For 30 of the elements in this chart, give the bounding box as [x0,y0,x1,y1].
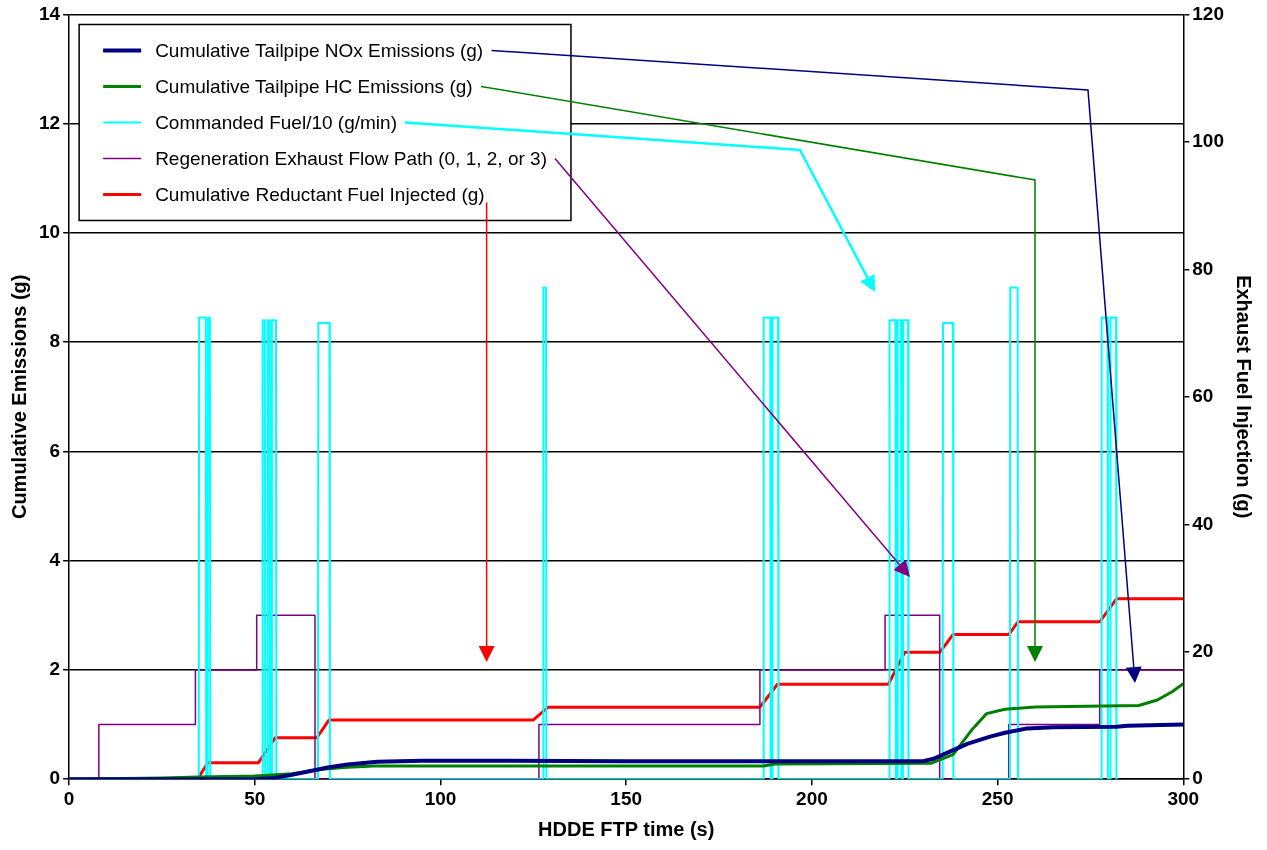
legend-label: Cumulative Reductant Fuel Injected (g) [155,183,485,205]
y-tick-label: 6 [49,439,61,461]
y2-tick-label: 100 [1192,130,1224,152]
legend-label: Cumulative Tailpipe HC Emissions (g) [155,75,473,97]
y2-tick-label: 0 [1192,767,1203,789]
legend-label: Cumulative Tailpipe NOx Emissions (g) [155,39,484,61]
y-tick-label: 14 [38,2,61,24]
y-tick-label: 2 [49,658,61,680]
y2-axis-title: Exhaust Fuel Injection (g) [1233,275,1256,519]
x-axis-title: HDDE FTP time (s) [538,817,715,840]
y-tick-label: 4 [49,548,61,570]
y-tick-label: 0 [49,767,61,789]
x-tick-label: 150 [610,787,643,809]
x-tick-label: 0 [63,787,75,809]
legend-label: Commanded Fuel/10 (g/min) [155,111,397,133]
y-axis-title: Cumulative Emissions (g) [7,274,30,520]
y-tick-label: 12 [38,111,61,133]
y2-tick-label: 40 [1192,512,1214,534]
y2-tick-label: 80 [1192,257,1214,279]
x-tick-label: 250 [981,787,1014,809]
x-tick-label: 100 [424,787,457,809]
y-tick-label: 10 [38,221,61,243]
y2-tick-label: 120 [1192,2,1224,24]
x-tick-label: 300 [1167,787,1200,809]
x-tick-label: 200 [796,787,828,809]
y2-tick-label: 60 [1192,385,1214,407]
y2-tick-label: 20 [1192,639,1214,661]
legend-label: Regeneration Exhaust Flow Path (0, 1, 2, or 3) [155,147,547,169]
y-tick-label: 8 [49,330,61,352]
x-tick-label: 50 [244,787,266,809]
